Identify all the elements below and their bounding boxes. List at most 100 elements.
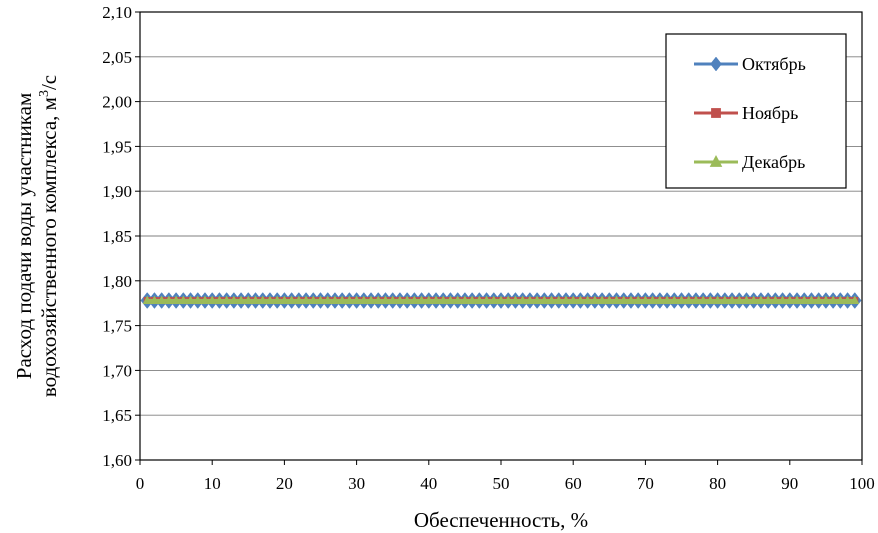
data-point-triangle — [821, 295, 831, 305]
y-tick-label: 1,70 — [102, 361, 132, 380]
data-point-triangle — [438, 295, 448, 305]
data-point-triangle — [388, 295, 398, 305]
data-point-triangle — [677, 295, 686, 305]
data-point-triangle — [178, 295, 188, 305]
data-point-triangle — [243, 295, 253, 305]
y-tick-label: 1,90 — [102, 182, 132, 201]
data-point-triangle — [186, 295, 196, 305]
data-point-triangle — [691, 295, 701, 305]
data-point-triangle — [604, 295, 614, 305]
data-point-triangle — [778, 295, 788, 305]
data-point-triangle — [612, 295, 622, 305]
data-point-triangle — [619, 295, 629, 305]
x-tick-label: 90 — [781, 474, 798, 493]
data-point-triangle — [323, 295, 333, 305]
data-point-triangle — [561, 295, 571, 305]
data-point-triangle — [741, 295, 751, 305]
data-point-triangle — [294, 295, 304, 305]
data-point-triangle — [424, 295, 434, 305]
data-point-triangle — [713, 295, 723, 305]
data-point-triangle — [835, 295, 845, 305]
data-point-triangle — [799, 295, 809, 305]
legend-label: Декабрь — [742, 152, 805, 172]
data-point-triangle — [648, 295, 658, 305]
data-point-triangle — [287, 295, 297, 305]
data-point-triangle — [344, 295, 354, 305]
data-point-triangle — [474, 295, 484, 305]
x-tick-label: 40 — [420, 474, 437, 493]
data-point-triangle — [308, 295, 318, 305]
legend-item: Декабрь — [694, 152, 805, 172]
legend: Октябрь Ноябрь Декабрь — [665, 33, 847, 189]
data-point-triangle — [756, 295, 766, 305]
data-point-triangle — [251, 295, 261, 305]
data-point-triangle — [850, 295, 860, 305]
data-point-triangle — [431, 295, 441, 305]
legend-item: Ноябрь — [694, 103, 798, 123]
data-point-triangle — [590, 295, 600, 305]
data-point-triangle — [597, 295, 607, 305]
data-point-diamond — [710, 56, 722, 72]
x-tick-label: 60 — [565, 474, 582, 493]
data-point-triangle — [149, 295, 159, 305]
data-point-triangle — [749, 295, 759, 305]
legend-item: Октябрь — [694, 54, 806, 74]
x-tick-label: 10 — [204, 474, 221, 493]
y-tick-label: 2,05 — [102, 48, 132, 67]
y-axis-label-line2: водохозяйственного комплекса, м3/с — [37, 75, 61, 397]
data-point-triangle — [720, 295, 730, 305]
legend-label: Ноябрь — [742, 103, 798, 123]
data-point-triangle — [445, 295, 455, 305]
grid-lines — [140, 56, 862, 416]
data-point-triangle — [301, 295, 311, 305]
data-point-triangle — [489, 295, 499, 305]
y-axis-label-main: водохозяйственного комплекса, м — [37, 97, 61, 397]
data-point-triangle — [229, 295, 239, 305]
data-point-triangle — [633, 295, 643, 305]
x-tick-label: 80 — [709, 474, 726, 493]
data-point-triangle — [402, 295, 412, 305]
data-point-triangle — [352, 295, 362, 305]
data-point-triangle — [236, 295, 246, 305]
y-tick-label: 2,10 — [102, 3, 132, 22]
data-point-triangle — [395, 295, 405, 305]
data-point-triangle — [453, 295, 463, 305]
data-point-triangle — [709, 155, 723, 167]
x-tick-label: 0 — [136, 474, 145, 493]
data-point-triangle — [792, 295, 802, 305]
data-point-triangle — [814, 295, 824, 305]
data-point-triangle — [655, 295, 665, 305]
data-point-triangle — [337, 295, 347, 305]
data-point-triangle — [316, 295, 325, 305]
data-point-triangle — [539, 295, 549, 305]
data-point-triangle — [503, 295, 513, 305]
data-point-triangle — [265, 295, 275, 305]
data-point-triangle — [359, 295, 369, 305]
y-tick-label: 1,60 — [102, 451, 132, 470]
data-point-triangle — [193, 295, 203, 305]
data-point-triangle — [705, 295, 715, 305]
data-point-triangle — [366, 295, 376, 305]
data-point-triangle — [330, 295, 340, 305]
x-tick-label: 50 — [493, 474, 510, 493]
data-point-triangle — [496, 295, 506, 305]
data-point-triangle — [568, 295, 578, 305]
data-point-triangle — [380, 295, 390, 305]
y-axis-label-tail: /с — [37, 75, 61, 90]
y-tick-label: 2,00 — [102, 93, 132, 112]
data-point-triangle — [763, 295, 773, 305]
data-point-triangle — [525, 295, 535, 305]
x-axis-label: Обеспеченность, % — [414, 508, 588, 532]
data-point-triangle — [662, 295, 672, 305]
data-point-square — [711, 108, 721, 118]
data-point-triangle — [214, 295, 224, 305]
data-point-triangle — [279, 295, 289, 305]
data-point-triangle — [727, 295, 737, 305]
y-axis-label-line1: Расход подачи воды участникам — [12, 93, 36, 379]
x-tick-label: 30 — [348, 474, 365, 493]
x-axis-ticks: 0 10 20 30 40 50 60 70 80 90 100 — [136, 460, 875, 493]
data-point-triangle — [207, 295, 217, 305]
data-point-triangle — [669, 295, 679, 305]
data-point-triangle — [222, 295, 232, 305]
